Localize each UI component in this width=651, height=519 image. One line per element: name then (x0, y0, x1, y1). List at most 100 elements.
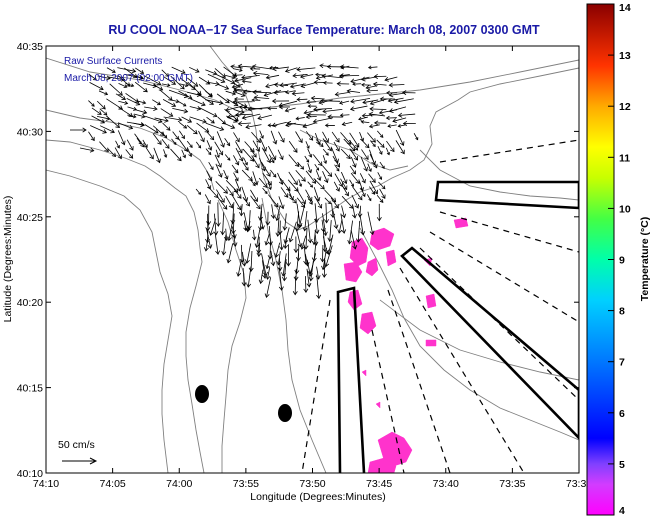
contour-channel (419, 149, 579, 201)
current-vector (276, 205, 281, 221)
current-vector-head (339, 64, 345, 70)
current-vector (205, 148, 212, 155)
current-vector (206, 170, 212, 181)
current-vector (235, 141, 243, 154)
current-vector (314, 234, 317, 246)
current-vector (333, 141, 340, 152)
current-vector (304, 276, 307, 293)
x-tick-label: 73:30 (566, 478, 592, 490)
current-vector (334, 164, 340, 172)
current-vector-head (218, 100, 224, 106)
current-vector-head (286, 120, 292, 126)
current-vector (378, 181, 386, 190)
current-vector (217, 116, 226, 125)
current-vector-head (335, 147, 340, 152)
current-vector (106, 67, 116, 73)
current-vector (222, 122, 235, 129)
current-vector-head (159, 131, 165, 137)
current-vector-head (254, 243, 260, 248)
current-vector (233, 155, 239, 166)
current-vector-head (360, 230, 366, 236)
current-vector (351, 194, 359, 209)
current-vector (244, 141, 255, 153)
current-vector (369, 124, 380, 128)
current-vector-head (378, 110, 384, 115)
current-vector (115, 93, 126, 100)
current-vector (312, 154, 323, 166)
current-vector-head (272, 66, 277, 72)
current-vector-head (166, 126, 171, 131)
current-vector (350, 105, 368, 110)
current-vector-head (363, 166, 368, 172)
current-vector-head (381, 185, 386, 190)
current-vector (296, 253, 299, 274)
current-vector (359, 131, 364, 142)
current-vector (264, 90, 282, 96)
current-vector (261, 253, 267, 276)
current-vector-head (354, 203, 360, 209)
current-vector (370, 108, 387, 110)
current-vector-head (149, 154, 154, 160)
current-vector-head (352, 163, 357, 168)
current-vector (377, 172, 382, 180)
current-vector-head (258, 279, 264, 285)
current-vector-head (264, 190, 268, 195)
current-vector-head (320, 185, 325, 190)
current-vector (358, 116, 368, 120)
contour-20m (261, 197, 327, 473)
current-vector-head (381, 194, 386, 200)
current-vector-head (336, 81, 341, 87)
current-vector (332, 155, 340, 168)
current-vector-head (334, 91, 340, 97)
current-vector (319, 99, 333, 104)
current-vector (270, 130, 277, 145)
current-vector-head (90, 136, 95, 142)
current-vector (260, 218, 264, 230)
current-vector-head (157, 118, 163, 124)
current-vector-head (164, 134, 168, 139)
sst-patches (343, 217, 469, 473)
current-vector (114, 147, 122, 159)
current-vector (135, 75, 144, 79)
current-vector-head (237, 121, 243, 127)
current-vector-head (313, 106, 318, 112)
current-vector (266, 277, 272, 298)
current-vector-head (218, 173, 223, 178)
current-vector-head (327, 237, 333, 242)
map-plot-area: Raw Surface Currents March 08, 2007 (02:… (45, 45, 580, 474)
current-vector-head (265, 83, 270, 89)
current-vector-head (355, 238, 361, 243)
current-vector-head (298, 183, 303, 187)
current-vector (216, 93, 230, 104)
current-vector (251, 155, 260, 168)
current-vector-head (265, 74, 271, 80)
current-vector-head (256, 204, 261, 210)
current-vector-head (239, 211, 244, 217)
current-vector-head (378, 176, 383, 180)
current-vector-head (273, 89, 278, 95)
current-vector (288, 193, 297, 204)
current-vector-head (308, 276, 314, 282)
current-vector (195, 141, 201, 149)
current-vector (305, 131, 313, 141)
current-vector (306, 259, 311, 274)
current-vector-head (180, 84, 185, 90)
current-vector-head (301, 199, 306, 205)
current-vector-head (373, 163, 378, 169)
current-vector-head (397, 112, 403, 118)
current-vector-head (120, 76, 126, 82)
current-vector-head (201, 101, 206, 107)
current-vector-head (248, 267, 254, 272)
current-vector (198, 76, 210, 85)
current-vector (322, 171, 328, 183)
current-vector (235, 147, 243, 162)
current-vector-head (234, 169, 239, 174)
current-vector-head (310, 95, 316, 101)
current-vector-head (175, 99, 180, 104)
current-vector-head (278, 286, 284, 291)
y-tick-label: 40:35 (17, 41, 43, 53)
current-vector-head (198, 145, 202, 149)
current-vector (258, 236, 260, 254)
current-vector-head (246, 283, 252, 288)
current-vector (252, 91, 272, 94)
